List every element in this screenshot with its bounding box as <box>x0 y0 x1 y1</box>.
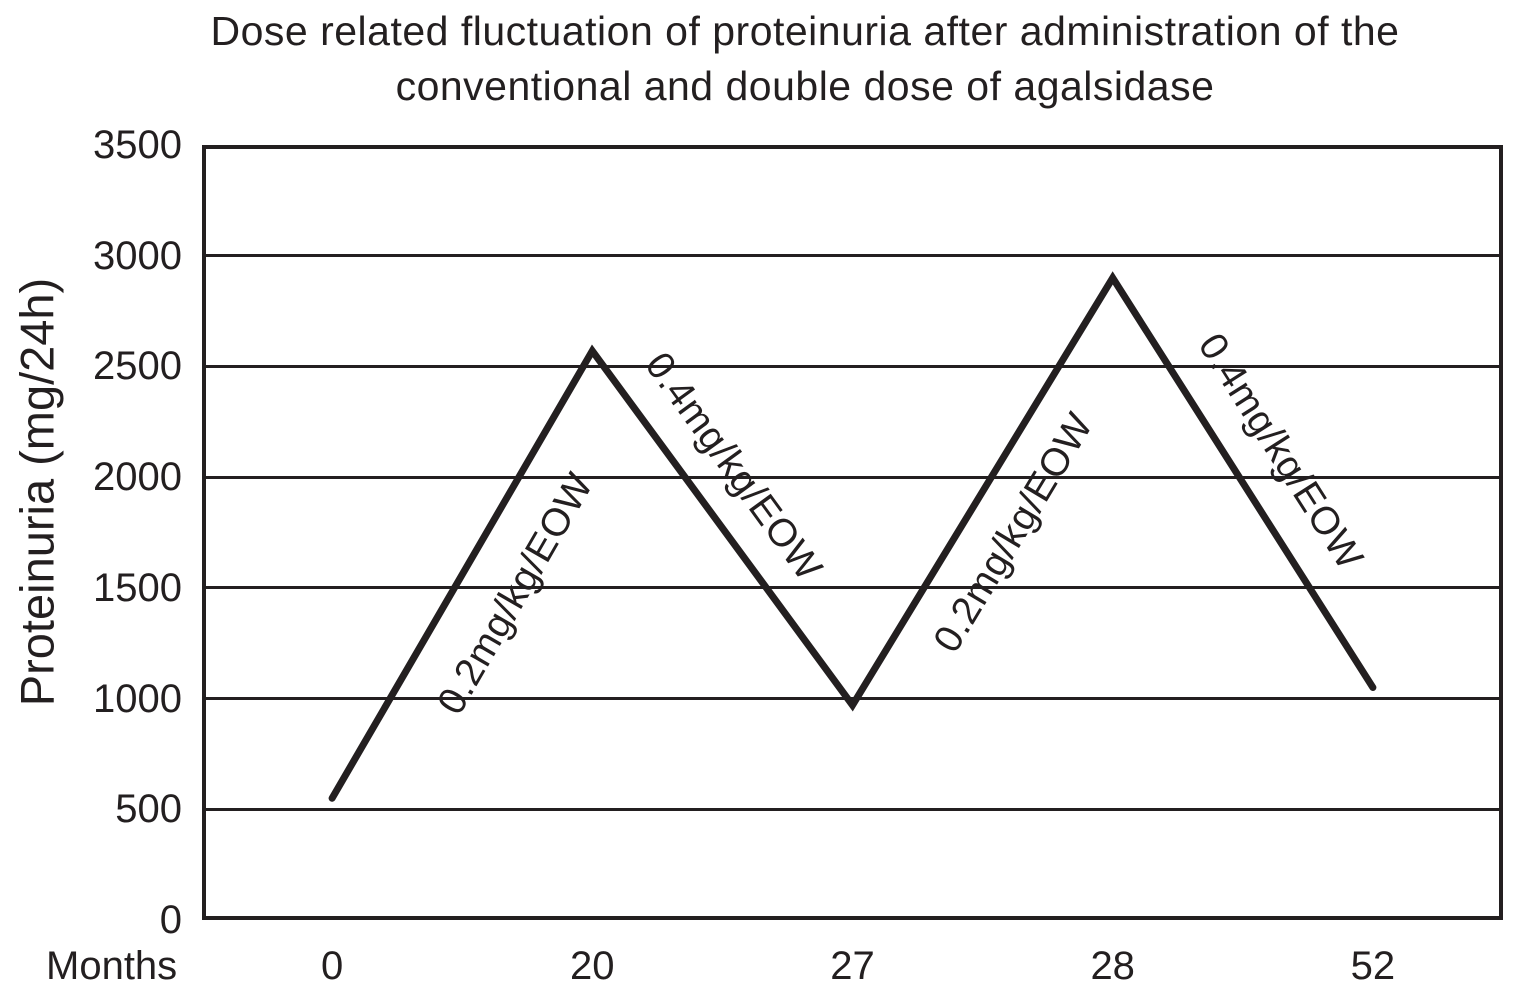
gridline-2000 <box>202 475 1503 479</box>
gridline-3000 <box>202 254 1503 258</box>
gridline-2500 <box>202 364 1503 368</box>
y-tick-label-3000: 3000 <box>93 233 182 278</box>
y-tick-label-2000: 2000 <box>93 455 182 500</box>
y-tick-label-0: 0 <box>159 898 182 942</box>
y-tick-label-1500: 1500 <box>93 565 182 610</box>
chart-title-line-2: conventional and double dose of agalsida… <box>395 63 1215 109</box>
x-tick-label-0: 0 <box>320 944 344 988</box>
gridline-500 <box>202 807 1503 811</box>
x-tick-label-20: 20 <box>570 944 615 988</box>
chart-title: Dose related fluctuation of proteinuria … <box>110 4 1500 114</box>
plot-area <box>202 145 1503 920</box>
proteinuria-line <box>328 271 1377 802</box>
y-tick-label-3500: 3500 <box>93 123 182 167</box>
x-tick-label-52: 52 <box>1350 944 1396 988</box>
y-tick-label-500: 500 <box>115 787 182 832</box>
chart-title-line-1: Dose related fluctuation of proteinuria … <box>210 8 1400 54</box>
x-tick-label-27: 27 <box>830 944 875 988</box>
gridline-1500 <box>202 586 1503 590</box>
x-tick-label-28: 28 <box>1090 944 1135 988</box>
y-tick-label-1000: 1000 <box>93 676 182 721</box>
x-axis-title: Months <box>46 944 178 988</box>
y-tick-label-2500: 2500 <box>93 344 182 389</box>
